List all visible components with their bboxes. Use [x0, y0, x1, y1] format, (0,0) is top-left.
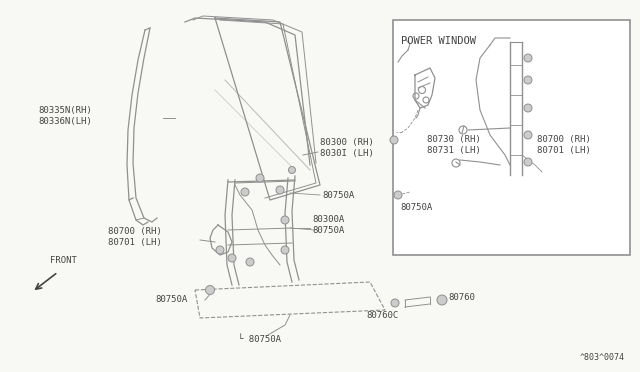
Circle shape — [289, 167, 296, 173]
Text: 80700 (RH)
80701 (LH): 80700 (RH) 80701 (LH) — [537, 135, 591, 155]
Circle shape — [276, 186, 284, 194]
Circle shape — [391, 299, 399, 307]
Circle shape — [524, 104, 532, 112]
Text: 80300 (RH)
8030I (LH): 80300 (RH) 8030I (LH) — [320, 138, 374, 158]
Text: 80730 (RH)
80731 (LH): 80730 (RH) 80731 (LH) — [427, 135, 481, 155]
Circle shape — [524, 76, 532, 84]
Circle shape — [524, 158, 532, 166]
Text: ^803^0074: ^803^0074 — [580, 353, 625, 362]
Circle shape — [241, 188, 249, 196]
Text: FRONT: FRONT — [50, 256, 77, 265]
Circle shape — [205, 285, 214, 295]
Text: 80335N(RH)
80336N(LH): 80335N(RH) 80336N(LH) — [38, 106, 92, 126]
Text: 80760C: 80760C — [366, 311, 398, 320]
Circle shape — [437, 295, 447, 305]
Circle shape — [216, 246, 224, 254]
Circle shape — [256, 174, 264, 182]
Text: 80750A: 80750A — [322, 190, 355, 199]
Text: └ 80750A: └ 80750A — [238, 336, 281, 344]
Text: 80700 (RH)
80701 (LH): 80700 (RH) 80701 (LH) — [108, 227, 162, 247]
Text: 80300A
80750A: 80300A 80750A — [312, 215, 344, 235]
Bar — [393, 20, 630, 255]
Circle shape — [246, 258, 254, 266]
Circle shape — [524, 54, 532, 62]
Text: 80750A: 80750A — [155, 295, 188, 305]
Text: POWER WINDOW: POWER WINDOW — [401, 36, 476, 46]
Circle shape — [390, 136, 398, 144]
Circle shape — [228, 254, 236, 262]
Circle shape — [281, 216, 289, 224]
Text: 80750A: 80750A — [400, 203, 432, 212]
Text: 80760: 80760 — [448, 292, 475, 301]
Circle shape — [281, 246, 289, 254]
Circle shape — [524, 131, 532, 139]
Circle shape — [394, 191, 402, 199]
